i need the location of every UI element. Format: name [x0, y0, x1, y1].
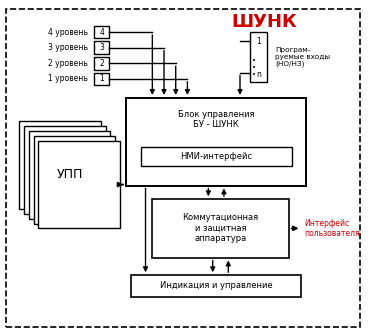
Text: Интерфейс
пользователя: Интерфейс пользователя: [304, 219, 360, 238]
Bar: [94, 57, 110, 70]
Text: Индикация и управление: Индикация и управление: [160, 281, 272, 290]
Bar: [94, 41, 110, 54]
Text: УПП: УПП: [56, 168, 83, 181]
Bar: [34, 136, 115, 223]
Bar: [29, 131, 110, 219]
Text: НМИ-интерфейс: НМИ-интерфейс: [180, 152, 252, 161]
Bar: [19, 121, 101, 209]
Text: Коммутационная
и защитная
аппаратура: Коммутационная и защитная аппаратура: [182, 213, 258, 243]
Text: 1 уровень: 1 уровень: [48, 74, 88, 83]
Bar: [94, 73, 110, 85]
Text: ШУНК: ШУНК: [232, 13, 297, 31]
Text: 2 уровень: 2 уровень: [48, 59, 88, 68]
Text: 3 уровень: 3 уровень: [48, 43, 88, 52]
Bar: [141, 146, 292, 166]
Bar: [24, 126, 106, 214]
Bar: [94, 26, 110, 38]
Bar: [152, 199, 289, 258]
Bar: [131, 275, 301, 297]
Text: 3: 3: [99, 43, 104, 52]
Text: Програм-
руемые входы
(НО/НЗ): Програм- руемые входы (НО/НЗ): [275, 47, 330, 67]
Text: 1: 1: [256, 37, 261, 46]
Bar: [250, 32, 267, 82]
Text: •
•
•: • • •: [252, 58, 256, 78]
Text: 4: 4: [99, 28, 104, 37]
Text: Блок управления
БУ - ШУНК: Блок управления БУ - ШУНК: [178, 110, 254, 129]
Text: 2: 2: [99, 59, 104, 68]
Text: n: n: [256, 70, 261, 79]
Bar: [38, 141, 120, 228]
Bar: [126, 98, 306, 185]
Text: 4 уровень: 4 уровень: [48, 28, 88, 37]
Text: 1: 1: [99, 74, 104, 83]
